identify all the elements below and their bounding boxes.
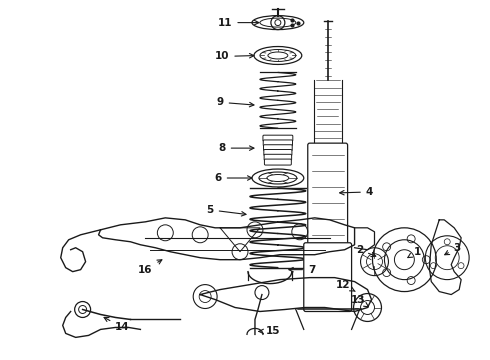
Text: 6: 6 — [215, 173, 252, 183]
Text: 13: 13 — [350, 294, 368, 307]
Text: 2: 2 — [356, 245, 376, 257]
FancyBboxPatch shape — [264, 149, 292, 156]
Text: 11: 11 — [218, 18, 259, 28]
Text: 3: 3 — [445, 243, 461, 255]
Text: 4: 4 — [340, 187, 373, 197]
Text: 7: 7 — [289, 265, 316, 275]
FancyBboxPatch shape — [265, 159, 292, 165]
Text: 15: 15 — [259, 327, 280, 336]
FancyBboxPatch shape — [308, 143, 347, 247]
FancyBboxPatch shape — [264, 145, 292, 151]
FancyBboxPatch shape — [263, 140, 293, 146]
Text: 8: 8 — [219, 143, 254, 153]
FancyBboxPatch shape — [263, 135, 293, 141]
Text: 16: 16 — [138, 260, 162, 275]
Text: 14: 14 — [104, 318, 130, 332]
Text: 12: 12 — [335, 280, 355, 291]
Text: 9: 9 — [217, 97, 254, 107]
Text: 10: 10 — [215, 51, 254, 62]
Text: 1: 1 — [408, 247, 421, 258]
Text: 5: 5 — [206, 205, 246, 216]
FancyBboxPatch shape — [304, 243, 352, 311]
FancyBboxPatch shape — [264, 154, 292, 160]
